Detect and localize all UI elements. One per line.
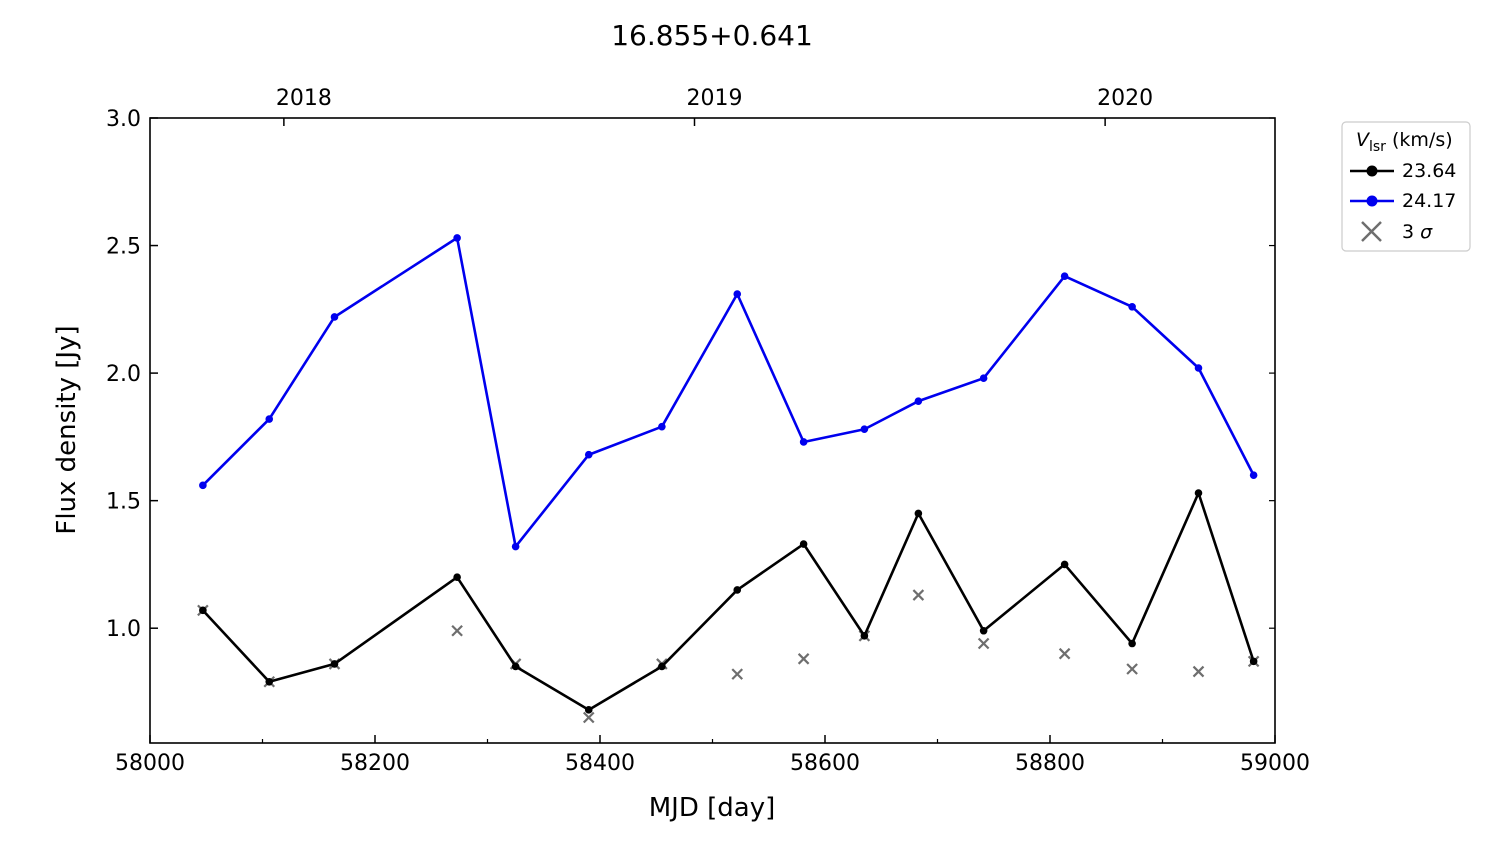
legend-label-series-2: 24.17 bbox=[1402, 190, 1456, 212]
series-1-point bbox=[860, 632, 869, 640]
sigma-point bbox=[451, 624, 463, 637]
top-tick-label: 2020 bbox=[1097, 86, 1153, 111]
x-tick-label: 58600 bbox=[790, 751, 860, 776]
y-axis-label: Flux density [Jy] bbox=[52, 325, 82, 534]
legend-label-series-1: 23.64 bbox=[1402, 160, 1456, 182]
series-1-point bbox=[658, 662, 666, 671]
legend-title-symbol: V bbox=[1356, 129, 1371, 151]
axes: 58000 58200 58400 58600 58800 59000 1.0 1.5 2.0 2… bbox=[106, 86, 1310, 776]
series-1-point bbox=[511, 662, 520, 671]
y-tick-label: 2.5 bbox=[106, 235, 141, 260]
sigma-point bbox=[1192, 665, 1205, 678]
series-2-point bbox=[1060, 272, 1069, 280]
series-2-point bbox=[860, 425, 869, 434]
series-2-point bbox=[914, 397, 923, 405]
series-line-2 bbox=[201, 236, 1255, 548]
series-2-point bbox=[799, 438, 808, 446]
y-tick-label: 3.0 bbox=[106, 107, 141, 132]
y-tick-label: 2.0 bbox=[106, 362, 141, 387]
legend-title-subscript: lsr bbox=[1369, 139, 1386, 155]
series-1-point bbox=[330, 660, 339, 668]
series-2-point bbox=[199, 481, 207, 490]
legend-marker-series-2 bbox=[1366, 195, 1378, 207]
top-tick-label: 2018 bbox=[276, 86, 332, 111]
series-line-1 bbox=[201, 491, 1255, 712]
series-1-point bbox=[265, 677, 274, 686]
sigma-point bbox=[912, 589, 925, 601]
legend-title: Vlsr (km/s) bbox=[1356, 129, 1453, 155]
series-2-point bbox=[330, 313, 339, 321]
legend-marker-series-1 bbox=[1366, 165, 1378, 177]
top-tick-label: 2019 bbox=[687, 86, 743, 111]
series-1-point bbox=[1249, 657, 1258, 666]
y-tick-label: 1.5 bbox=[106, 490, 141, 515]
legend-marker-sigma bbox=[1361, 221, 1382, 242]
sigma-point bbox=[797, 653, 810, 665]
sigma-point bbox=[977, 637, 990, 650]
series-2-point bbox=[1249, 471, 1258, 479]
series-2-point bbox=[979, 374, 988, 383]
sigma-point bbox=[731, 668, 744, 680]
legend-label-sigma-symbol: σ bbox=[1420, 221, 1433, 243]
legend-label-sigma-base: 3 bbox=[1402, 221, 1420, 243]
series-2-point bbox=[733, 290, 742, 298]
x-tick-label: 59000 bbox=[1240, 751, 1310, 776]
x-tick-label: 58400 bbox=[565, 751, 635, 776]
series-1-point bbox=[453, 573, 461, 581]
series-1-point bbox=[1128, 639, 1136, 648]
series-1-point bbox=[584, 706, 593, 714]
series-1-point bbox=[1194, 489, 1203, 497]
x-tick-label: 58800 bbox=[1015, 751, 1085, 776]
series-1-point bbox=[914, 509, 923, 518]
legend-label-sigma: 3 σ bbox=[1402, 221, 1433, 243]
chart-title: 16.855+0.641 bbox=[611, 19, 813, 52]
legend-title-unit: (km/s) bbox=[1386, 129, 1453, 151]
series-1-point bbox=[1060, 560, 1069, 569]
series-1-point bbox=[979, 626, 988, 635]
sigma-point bbox=[582, 711, 595, 724]
series-2-point bbox=[584, 450, 593, 459]
sigma-point bbox=[1058, 647, 1071, 660]
x-axis-label: MJD [day] bbox=[649, 793, 776, 823]
sigma-point bbox=[1126, 663, 1138, 675]
series-1-point bbox=[199, 606, 207, 615]
legend: Vlsr (km/s) 23.64 24.17 3 σ bbox=[1341, 121, 1471, 252]
series-2-point bbox=[265, 415, 274, 423]
series-2-point bbox=[511, 542, 520, 551]
y-tick-label: 1.0 bbox=[106, 617, 141, 642]
series-1-point bbox=[799, 540, 808, 548]
x-tick-label: 58200 bbox=[340, 751, 410, 776]
legend-frame bbox=[1341, 121, 1471, 252]
plot-frame bbox=[149, 117, 1276, 744]
series-1-point bbox=[733, 586, 742, 594]
plot-marks bbox=[197, 234, 1260, 724]
series-2-point bbox=[1194, 364, 1203, 372]
series-2-point bbox=[658, 422, 666, 431]
series-2-point bbox=[453, 234, 461, 242]
x-tick-label: 58000 bbox=[115, 751, 185, 776]
series-2-point bbox=[1128, 302, 1136, 311]
